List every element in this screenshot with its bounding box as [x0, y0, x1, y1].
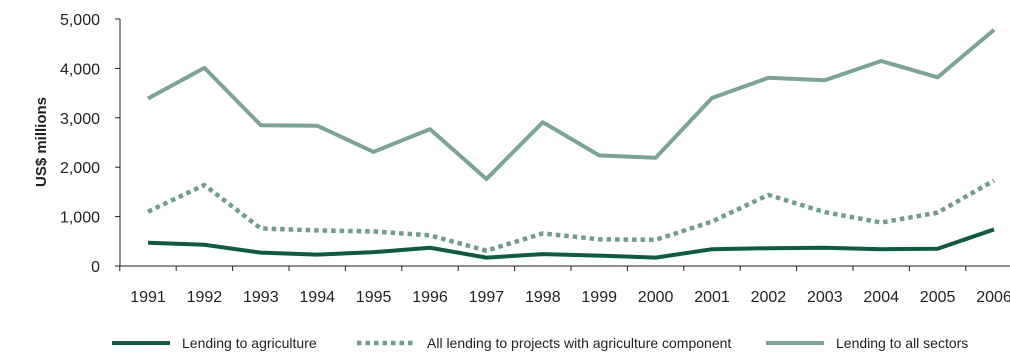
- x-tick-label: 2000: [638, 289, 674, 306]
- y-tick-label: 5,000: [60, 12, 100, 29]
- x-tick-label: 2002: [751, 289, 787, 306]
- legend: Lending to agriculture All lending to pro…: [112, 335, 968, 351]
- x-tick-label: 2006: [976, 289, 1010, 306]
- x-tick-label: 1992: [187, 289, 223, 306]
- x-tick-label: 1991: [130, 289, 166, 306]
- legend-item: All lending to projects with agriculture…: [357, 335, 731, 351]
- y-tick-label: 3,000: [60, 111, 100, 128]
- x-tick-label: 1993: [243, 289, 279, 306]
- series-line-lending-to-agriculture: [147, 227, 995, 260]
- y-tick-label: 1,000: [60, 210, 100, 227]
- legend-item: Lending to all sectors: [766, 335, 968, 351]
- x-tick-label: 2004: [863, 289, 899, 306]
- legend-label: Lending to all sectors: [836, 335, 968, 351]
- x-tick-label: 1999: [581, 289, 617, 306]
- y-tick-label: 2,000: [60, 160, 100, 177]
- x-tick-label: 1994: [299, 289, 335, 306]
- x-tick-label: 1997: [469, 289, 505, 306]
- x-tick-label: 2003: [807, 289, 843, 306]
- y-tick-label: 4,000: [60, 61, 100, 78]
- y-axis-label: US$ millions: [33, 97, 50, 187]
- legend-label: All lending to projects with agriculture…: [427, 335, 731, 351]
- legend-item: Lending to agriculture: [112, 335, 317, 351]
- x-tick-label: 2001: [694, 289, 730, 306]
- x-tick-label: 1996: [412, 289, 448, 306]
- x-tick-label: 2005: [920, 289, 956, 306]
- y-axis: 0 1,000 2,000 3,000 4,000 5,000: [60, 12, 121, 276]
- x-axis: 1991 1992 1993 1994 1995 1996 1997 1998 1999 2000…: [119, 265, 1010, 306]
- x-tick-label: 1998: [525, 289, 561, 306]
- series-line-agriculture-component: [147, 178, 996, 253]
- y-tick-label: 0: [91, 259, 100, 276]
- legend-label: Lending to agriculture: [182, 335, 317, 351]
- x-tick-label: 1995: [356, 289, 392, 306]
- series-layer: [147, 28, 996, 260]
- series-line-all-sectors: [147, 28, 996, 182]
